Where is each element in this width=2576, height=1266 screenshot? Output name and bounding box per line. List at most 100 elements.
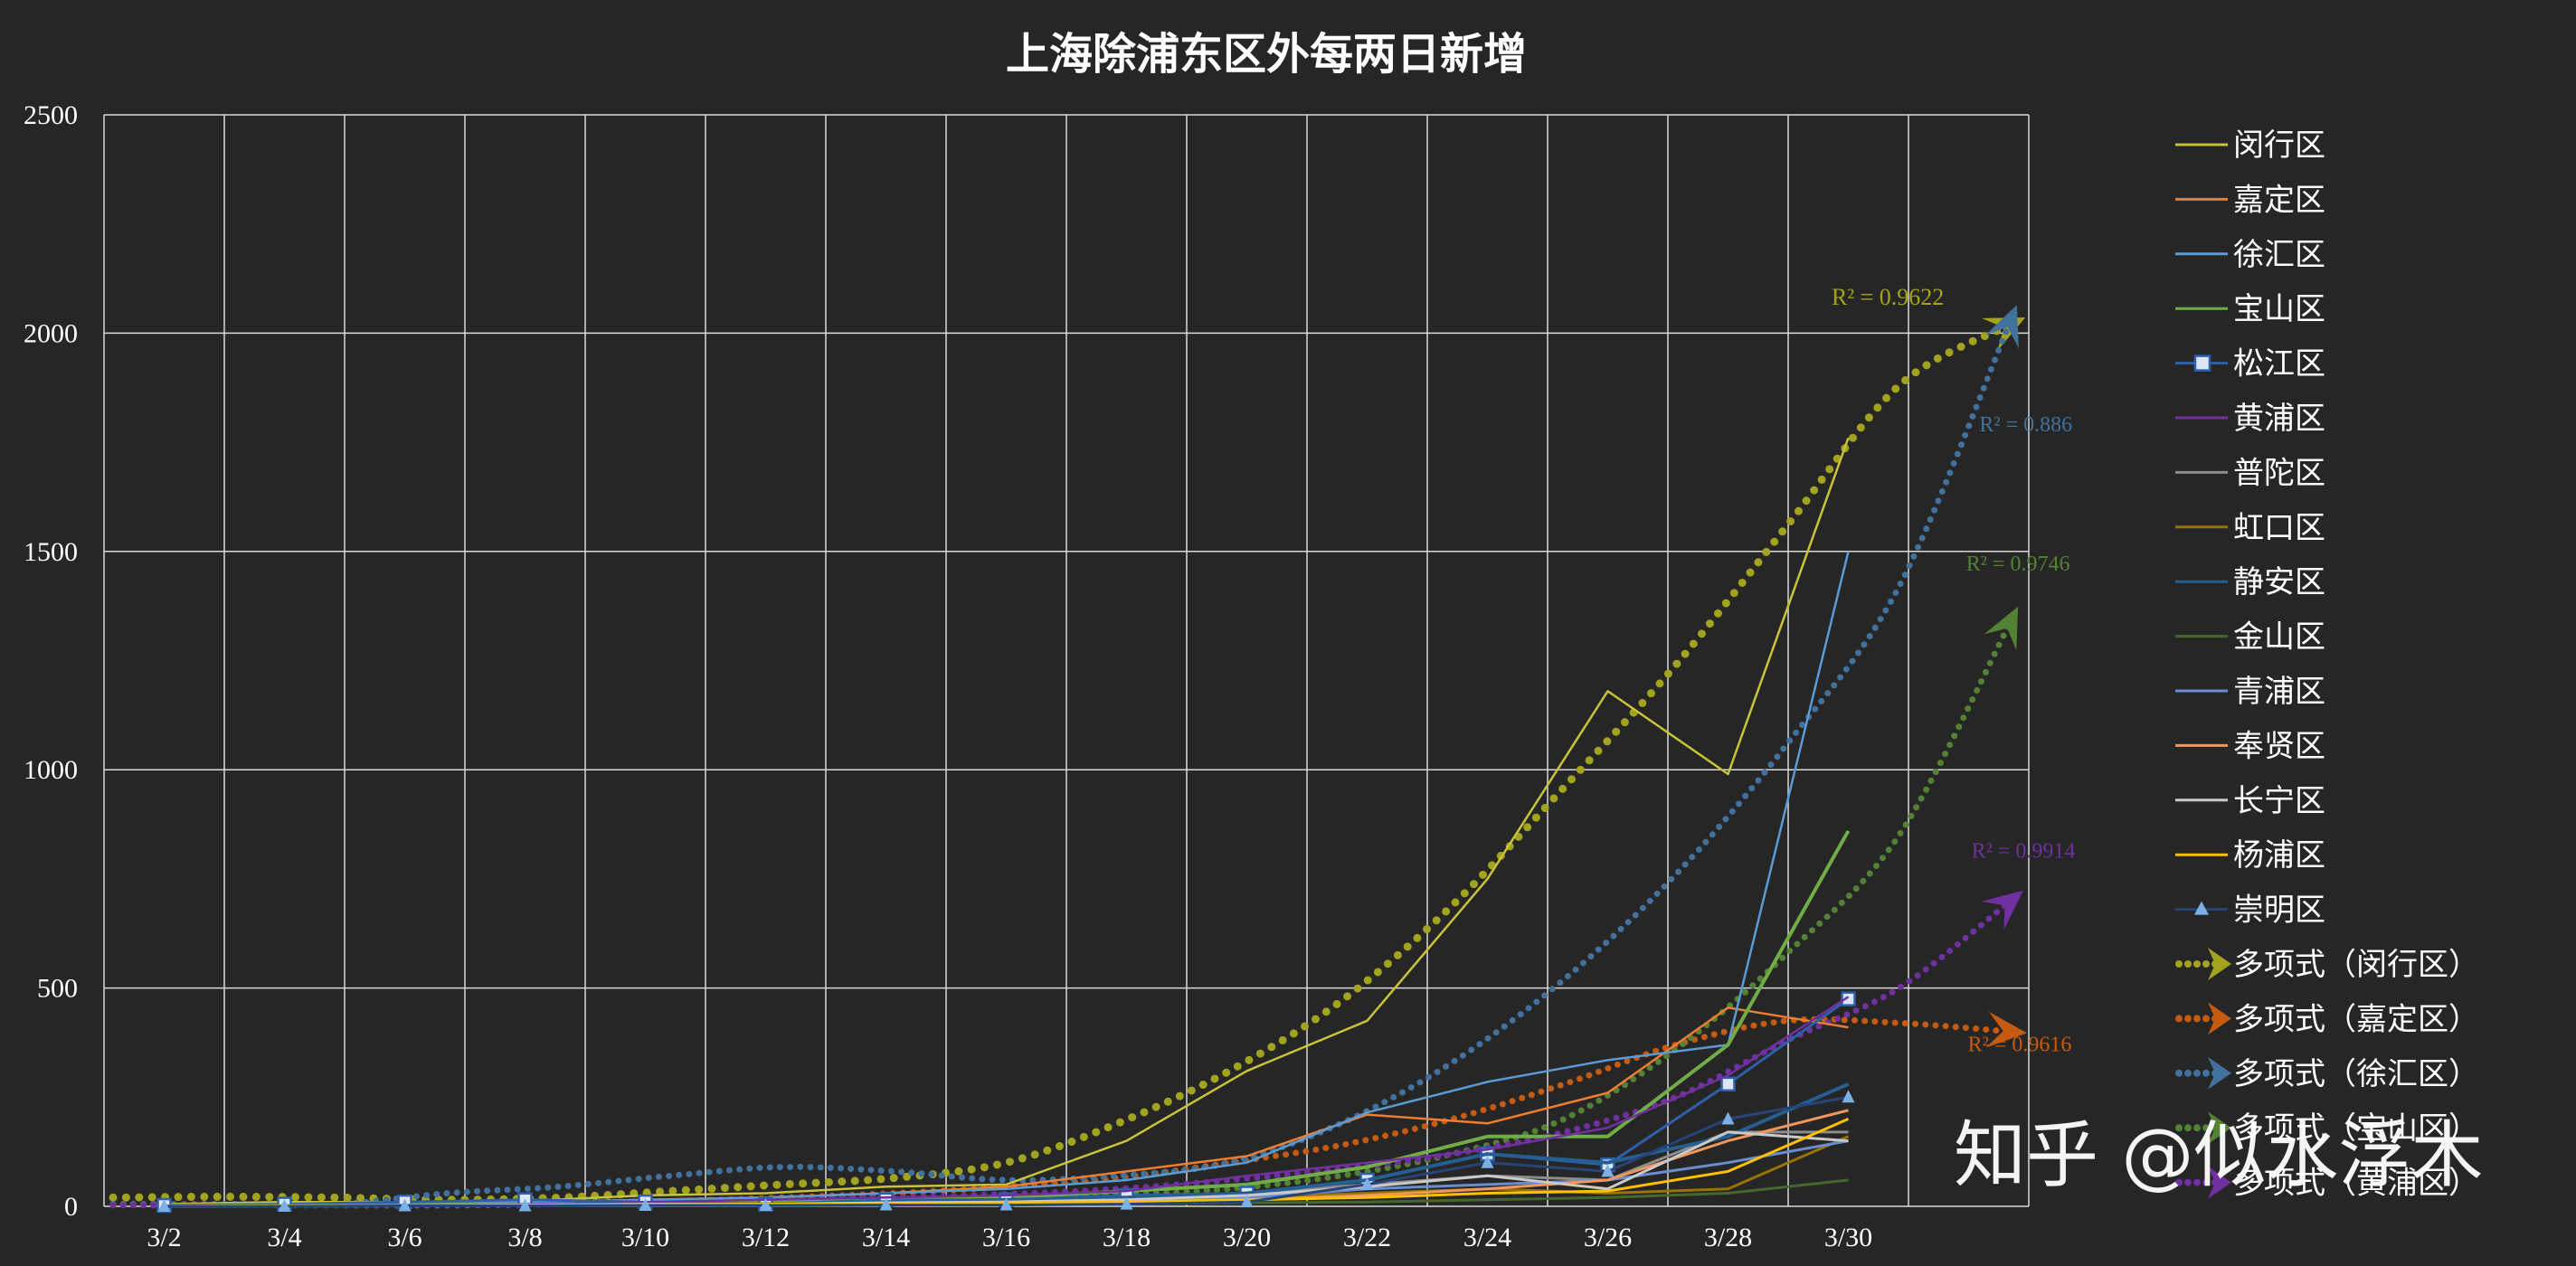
legend-item: 多项式（宝山区）	[2175, 1110, 2479, 1147]
legend-dot	[2175, 1124, 2183, 1132]
series-point	[1601, 1164, 1615, 1177]
series-line-4	[164, 997, 1850, 1207]
legend-label: 松江区	[2233, 346, 2325, 383]
legend-arrow	[2208, 948, 2231, 980]
legend-dot	[2202, 1124, 2210, 1132]
series-point	[1120, 1196, 1133, 1210]
x-tick-label: 3/20	[1223, 1223, 1271, 1252]
axis-layer: 0 500 1000 1500 2000 2500 3/2 3/4 3/6 3/8 3/10 3/12…	[24, 100, 1872, 1252]
series-point	[759, 1198, 772, 1212]
legend-label: 静安区	[2233, 564, 2325, 600]
legend-label: 多项式（黄浦区）	[2233, 1166, 2479, 1202]
x-tick-label: 3/12	[742, 1223, 790, 1252]
series-point	[1720, 1076, 1736, 1092]
series-point	[1481, 1155, 1494, 1168]
legend-dot	[2175, 1069, 2183, 1077]
series-point	[278, 1199, 291, 1212]
series-line-0	[164, 437, 1850, 1205]
legend-label: 多项式（宝山区）	[2233, 1110, 2479, 1147]
legend-label: 闵行区	[2233, 128, 2325, 164]
legend-label: 徐汇区	[2233, 237, 2325, 273]
series-line-1	[164, 1006, 1849, 1207]
y-tick-label: 2000	[24, 318, 78, 348]
legend-dot	[2193, 1124, 2201, 1132]
series-point	[879, 1197, 893, 1211]
legend-dot	[2175, 1015, 2183, 1023]
legend-item: 杨浦区	[2175, 837, 2325, 874]
legend-item: 多项式（黄浦区）	[2175, 1166, 2479, 1202]
series-line-5	[164, 996, 1850, 1208]
legend-label: 宝山区	[2233, 291, 2325, 327]
legend-dot	[2202, 1178, 2210, 1186]
x-tick-label: 3/28	[1704, 1223, 1752, 1252]
series-point	[1841, 991, 1856, 1006]
legend-marker	[2193, 354, 2211, 372]
legend-label: 金山区	[2233, 619, 2325, 656]
watermark-text: 知乎 @似水浮木	[1954, 1113, 2483, 1197]
trendline-arrow-3	[1984, 606, 2019, 651]
trendline-arrow-4	[1981, 890, 2023, 930]
grid-layer	[103, 114, 2030, 1207]
annotation-layer: R² = 0.9622 R² = 0.886 R² = 0.9746 R² = 0.9…	[1832, 284, 2075, 1056]
legend-dot	[2184, 960, 2192, 968]
y-tick-label: 500	[37, 974, 78, 1004]
legend-dot	[2175, 1178, 2183, 1186]
x-tick-label: 3/24	[1463, 1223, 1511, 1252]
series-point	[1240, 1195, 1254, 1208]
legend-item: 多项式（嘉定区）	[2175, 1001, 2479, 1037]
trendline-layer	[109, 305, 2027, 1209]
x-tick-label: 3/16	[982, 1223, 1030, 1252]
legend-item: 闵行区	[2175, 128, 2325, 164]
legend-arrow	[2208, 1111, 2231, 1145]
x-tick-label: 3/18	[1103, 1223, 1151, 1252]
series-point	[999, 1197, 1013, 1211]
legend-label: 多项式（嘉定区）	[2233, 1001, 2479, 1037]
legend-item: 徐汇区	[2175, 237, 2325, 273]
legend-label: 长宁区	[2233, 783, 2325, 819]
y-tick-label: 0	[64, 1192, 78, 1222]
series-point	[157, 1199, 171, 1212]
legend-item: 多项式（徐汇区）	[2175, 1056, 2479, 1092]
series-point	[518, 1198, 532, 1212]
legend-item: 宝山区	[2175, 291, 2325, 327]
y-tick-label: 2500	[24, 100, 78, 130]
legend-label: 嘉定区	[2233, 182, 2325, 218]
legend-label: 黄浦区	[2233, 401, 2325, 437]
legend-label: 青浦区	[2233, 674, 2325, 710]
x-tick-label: 3/22	[1343, 1223, 1391, 1252]
trendline-arrow-2	[1984, 305, 2019, 349]
legend-dot	[2202, 1069, 2210, 1077]
legend-label: 虹口区	[2233, 510, 2325, 546]
series-line-2	[164, 551, 1850, 1207]
y-tick-label: 1000	[24, 755, 78, 785]
legend-item: 崇明区	[2175, 893, 2325, 929]
r2-label-2: R² = 0.886	[1979, 413, 2072, 437]
x-tick-label: 3/10	[621, 1223, 669, 1252]
trendline-0	[109, 320, 2015, 1205]
legend-label: 奉贤区	[2233, 728, 2325, 764]
legend-dot	[2193, 960, 2201, 968]
legend-item: 金山区	[2175, 619, 2325, 656]
series-point	[1842, 1090, 1855, 1103]
x-tick-label: 3/30	[1824, 1223, 1872, 1252]
legend-item: 虹口区	[2175, 510, 2325, 546]
legend-label: 普陀区	[2233, 455, 2325, 491]
series-point	[398, 1198, 412, 1212]
legend-arrow	[2208, 1002, 2231, 1035]
legend-label: 崇明区	[2233, 893, 2325, 929]
x-tick-label: 3/6	[387, 1223, 421, 1252]
series-point	[1721, 1111, 1735, 1125]
legend-dot	[2202, 960, 2210, 968]
legend-label: 多项式（徐汇区）	[2233, 1056, 2479, 1092]
r2-label-3: R² = 0.9746	[1966, 553, 2070, 576]
legend-dot	[2175, 960, 2183, 968]
legend-arrow	[2208, 1166, 2231, 1199]
legend-item: 多项式（闵行区）	[2175, 947, 2479, 983]
series-point	[1360, 1176, 1374, 1190]
x-tick-label: 3/2	[147, 1223, 181, 1252]
legend-dot	[2184, 1178, 2192, 1186]
legend-dot	[2193, 1178, 2201, 1186]
legend-item: 青浦区	[2175, 674, 2325, 710]
